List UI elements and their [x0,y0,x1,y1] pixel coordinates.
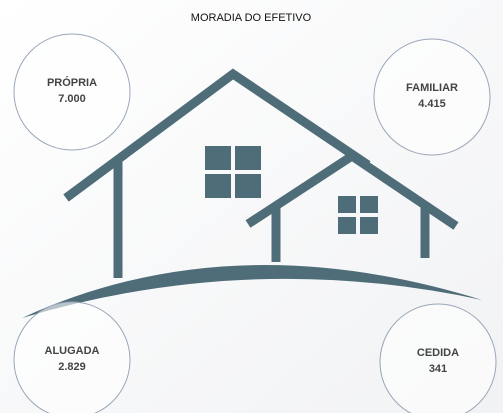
windows [22,146,482,318]
house-icon [63,68,459,278]
item-value: 7.000 [58,93,86,105]
item-label: CEDIDA [417,347,459,359]
title: MORADIA DO EFETIVO [191,12,312,24]
item-label: FAMILIAR [406,82,458,94]
item-value: 341 [429,363,447,375]
item-value: 2.829 [58,361,86,373]
item-circle [379,303,497,413]
item-circle [13,33,131,151]
item-label: ALUGADA [45,345,100,357]
item-label: PRÓPRIA [47,76,97,89]
item-circle [373,38,491,156]
item-circle [13,301,131,413]
item-value: 4.415 [418,98,446,110]
